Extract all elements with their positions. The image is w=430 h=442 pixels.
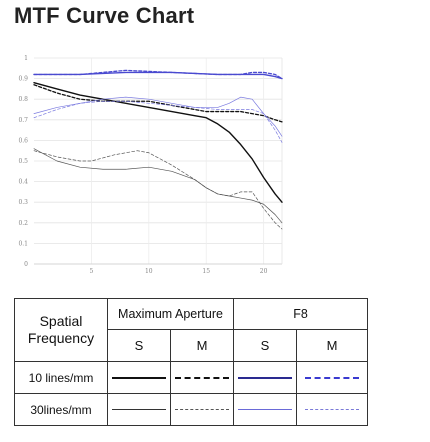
y-tick-labels: 0 0.1 0.2 0.3 0.4 0.5 0.6 0.7 0.8 0.9 1 bbox=[18, 55, 28, 268]
swatch-line bbox=[175, 376, 229, 379]
y-tick-label: 0.5 bbox=[18, 158, 28, 165]
legend-swatch-max-m-30 bbox=[170, 393, 234, 426]
x-tick-label: 5 bbox=[89, 268, 93, 275]
legend-row-10-lines: 10 lines/mm bbox=[14, 361, 108, 394]
y-tick-label: 0.9 bbox=[18, 76, 28, 83]
swatch-line bbox=[112, 376, 166, 379]
y-tick-label: 0.7 bbox=[18, 117, 28, 124]
legend-col-m-f8: M bbox=[296, 329, 368, 362]
legend-header-maximum-aperture: Maximum Aperture bbox=[107, 298, 234, 330]
legend-swatch-f8-m-10 bbox=[296, 361, 368, 394]
legend-swatch-max-s-10 bbox=[107, 361, 171, 394]
swatch-line bbox=[238, 376, 292, 379]
y-tick-label: 0 bbox=[24, 261, 28, 268]
legend-swatch-max-s-30 bbox=[107, 393, 171, 426]
swatch-line bbox=[112, 409, 166, 410]
page-title: MTF Curve Chart bbox=[14, 3, 195, 28]
legend-col-m-max: M bbox=[170, 329, 234, 362]
series-line-f8-30-s bbox=[33, 96, 283, 137]
legend-table: Spatial Frequency Maximum Aperture F8 S … bbox=[14, 298, 368, 426]
series-line-f8-30-m bbox=[33, 100, 283, 143]
legend-row-30-lines: 30lines/mm bbox=[14, 393, 108, 426]
legend-swatch-f8-m-30 bbox=[296, 393, 368, 426]
y-tick-label: 0.8 bbox=[18, 96, 28, 103]
swatch-line bbox=[238, 409, 292, 410]
x-tick-label: 15 bbox=[202, 268, 210, 275]
x-tick-label: 20 bbox=[260, 268, 268, 275]
y-tick-label: 0.3 bbox=[18, 199, 28, 206]
series-line-max-aperture-30-m bbox=[33, 150, 283, 230]
legend-header-f8: F8 bbox=[233, 298, 368, 330]
swatch-line bbox=[305, 409, 359, 410]
y-tick-label: 1 bbox=[24, 55, 28, 62]
y-tick-label: 0.6 bbox=[18, 137, 28, 144]
legend-swatch-max-m-10 bbox=[170, 361, 234, 394]
y-tick-label: 0.1 bbox=[18, 240, 28, 247]
series-line-max-aperture-10-m bbox=[33, 84, 283, 123]
chart-series bbox=[33, 69, 283, 230]
chart-grid bbox=[34, 57, 283, 265]
y-tick-label: 0.2 bbox=[18, 220, 28, 227]
legend-header-spatial-frequency: Spatial Frequency bbox=[14, 298, 108, 362]
swatch-line bbox=[305, 376, 359, 379]
legend-col-s-f8: S bbox=[233, 329, 297, 362]
legend-swatch-f8-s-10 bbox=[233, 361, 297, 394]
series-line-max-aperture-10-s bbox=[33, 82, 283, 203]
y-tick-label: 0.4 bbox=[18, 179, 28, 186]
x-tick-label: 10 bbox=[145, 268, 153, 275]
x-tick-labels: 5 10 15 20 bbox=[89, 268, 267, 275]
spatial-label: Spatial bbox=[39, 313, 83, 329]
swatch-line bbox=[175, 409, 229, 410]
mtf-chart: 0 0.1 0.2 0.3 0.4 0.5 0.6 0.7 0.8 0.9 1 5 10 15 20 bbox=[18, 55, 283, 275]
series-line-max-aperture-30-s bbox=[33, 148, 283, 224]
series-line-f8-10-m bbox=[33, 69, 283, 80]
legend-swatch-f8-s-30 bbox=[233, 393, 297, 426]
frequency-label: Frequency bbox=[27, 330, 95, 346]
legend-col-s-max: S bbox=[107, 329, 171, 362]
